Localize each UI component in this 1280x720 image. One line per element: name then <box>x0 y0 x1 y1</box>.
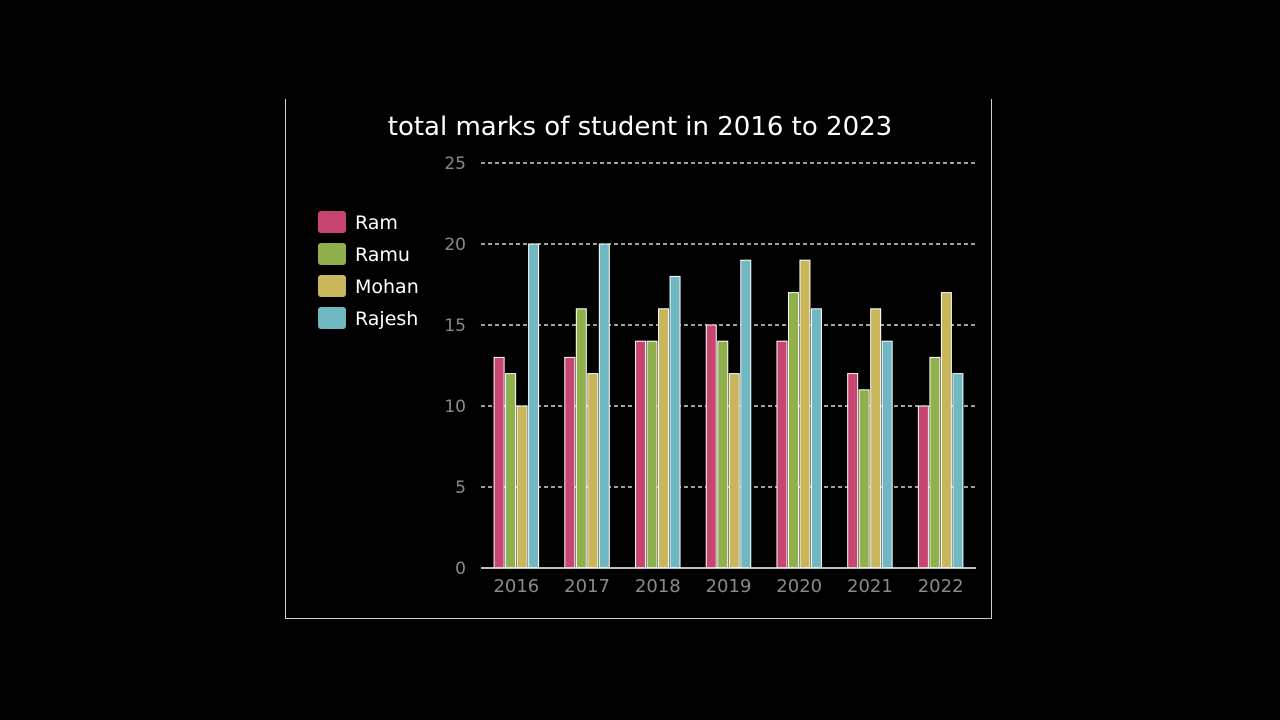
bar-rajesh-2019 <box>740 259 752 569</box>
legend-label: Mohan <box>355 276 419 298</box>
x-tick-label: 2017 <box>564 576 610 597</box>
chart-frame <box>285 99 992 619</box>
bar-rajesh-2022 <box>952 373 964 569</box>
bar-ram-2021 <box>847 373 859 569</box>
legend-item-rajesh: Rajesh <box>318 307 418 330</box>
y-axis-ticks: 0 5 10 15 20 25 <box>444 154 466 579</box>
legend: Ram Ramu Mohan Rajesh <box>318 211 419 330</box>
bar-rajesh-2021 <box>881 340 893 569</box>
bar-ram-2019 <box>705 324 717 569</box>
bar-mohan-2017 <box>587 373 599 569</box>
y-tick-label: 0 <box>455 559 466 579</box>
bar-ram-2022 <box>917 405 929 569</box>
y-tick-label: 5 <box>455 478 466 498</box>
x-axis-ticks: 2016 2017 2018 2019 2020 2021 2022 <box>493 576 963 597</box>
bar-ram-2018 <box>635 340 647 569</box>
bar-ramu-2022 <box>929 356 941 569</box>
y-tick-label: 20 <box>444 235 466 255</box>
bar-mohan-2018 <box>658 308 670 569</box>
bar-ramu-2020 <box>787 292 799 569</box>
bar-mohan-2022 <box>940 292 952 569</box>
legend-swatch <box>318 243 346 265</box>
legend-item-ram: Ram <box>318 211 398 234</box>
legend-label: Ramu <box>355 244 410 266</box>
gridlines <box>481 162 976 488</box>
y-tick-label: 25 <box>444 154 466 174</box>
legend-swatch <box>318 275 346 297</box>
bar-rajesh-2017 <box>598 243 610 569</box>
legend-swatch <box>318 211 346 233</box>
bar-rajesh-2018 <box>669 275 681 569</box>
bar-ramu-2016 <box>505 373 517 569</box>
x-tick-label: 2018 <box>635 576 681 597</box>
bar-ram-2020 <box>776 340 788 569</box>
bar-ramu-2017 <box>575 308 587 569</box>
legend-label: Ram <box>355 212 398 234</box>
bar-ram-2016 <box>493 356 505 569</box>
x-tick-label: 2021 <box>847 576 893 597</box>
chart-title: total marks of student in 2016 to 2023 <box>388 112 892 142</box>
bar-mohan-2020 <box>799 259 811 569</box>
bar-rajesh-2016 <box>528 243 540 569</box>
bar-mohan-2016 <box>516 405 528 569</box>
x-tick-label: 2019 <box>706 576 752 597</box>
legend-item-ramu: Ramu <box>318 243 410 266</box>
bar-ramu-2021 <box>858 389 870 569</box>
legend-item-mohan: Mohan <box>318 275 419 298</box>
y-tick-label: 10 <box>444 397 466 417</box>
bar-mohan-2019 <box>728 373 740 569</box>
x-tick-label: 2020 <box>776 576 822 597</box>
bar-ramu-2018 <box>646 340 658 569</box>
bar-rajesh-2020 <box>810 308 822 569</box>
legend-label: Rajesh <box>355 308 418 330</box>
bar-ram-2017 <box>564 356 576 569</box>
bar-ramu-2019 <box>717 340 729 569</box>
legend-swatch <box>318 307 346 329</box>
y-tick-label: 15 <box>444 316 466 336</box>
bar-mohan-2021 <box>870 308 882 569</box>
x-tick-label: 2016 <box>493 576 539 597</box>
x-tick-label: 2022 <box>918 576 964 597</box>
